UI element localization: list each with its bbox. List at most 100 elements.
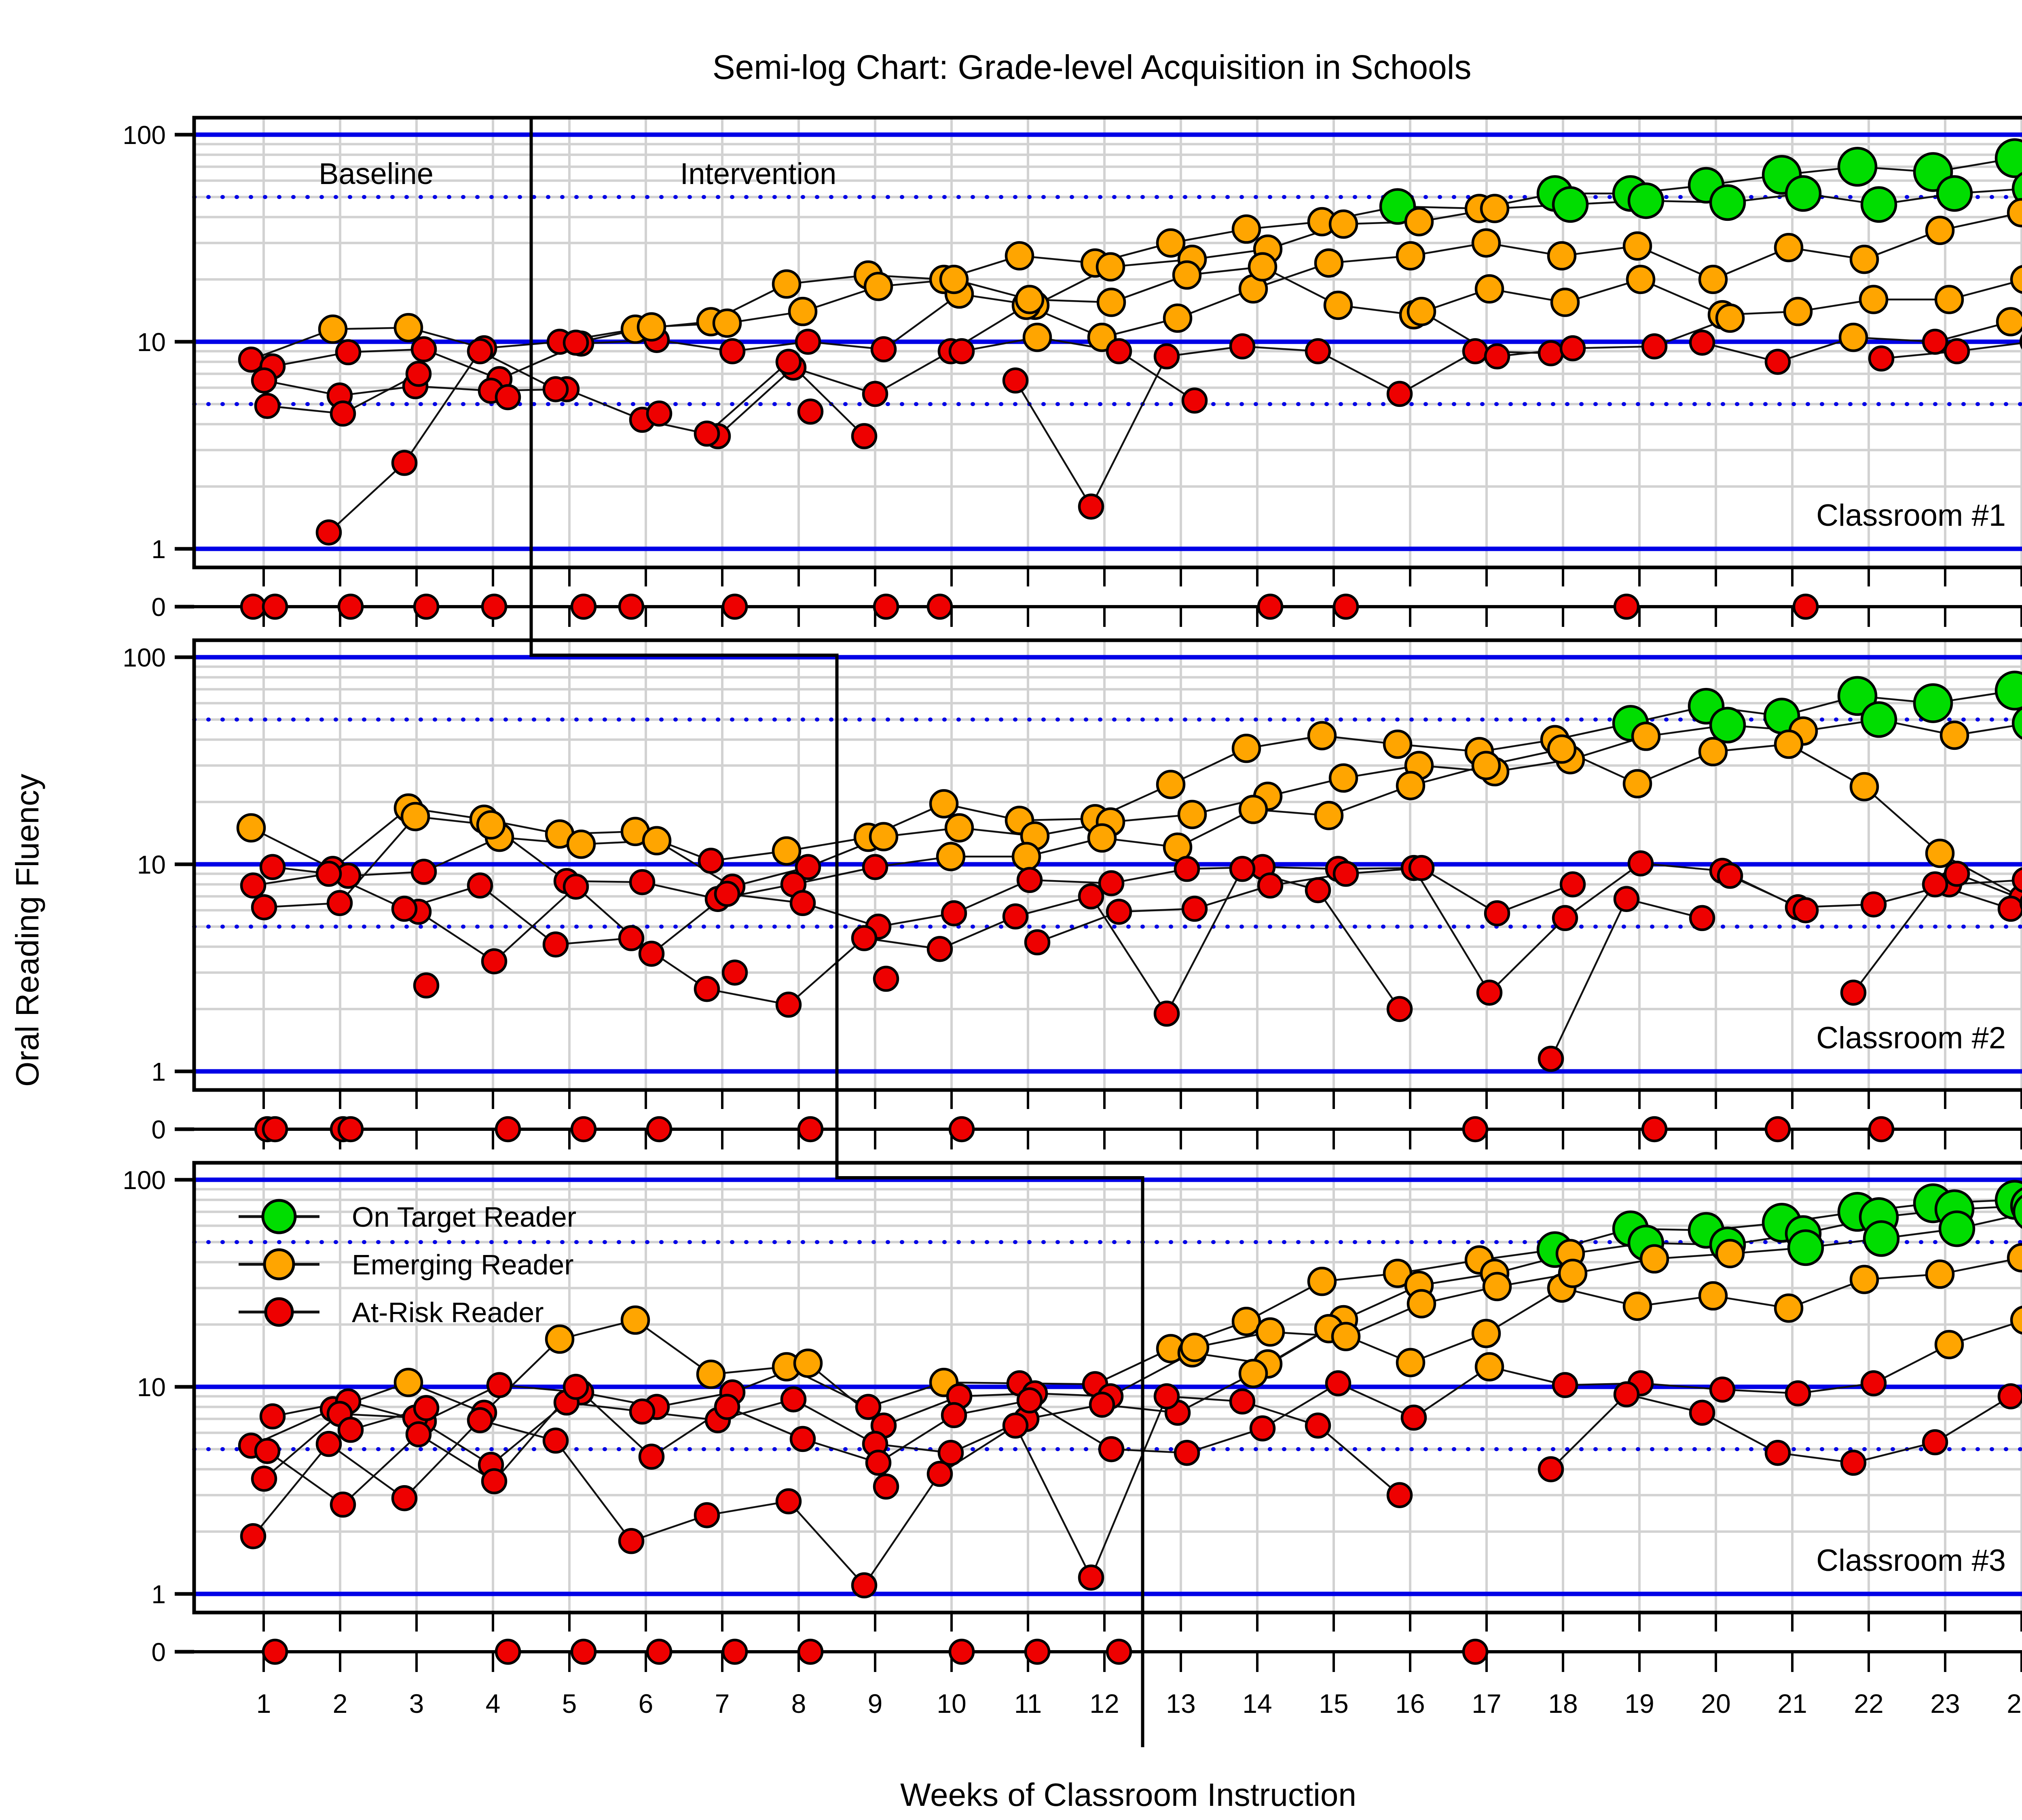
data-point [638, 940, 665, 967]
data-point [318, 314, 348, 344]
data-point [1174, 1439, 1200, 1466]
data-point [797, 1638, 824, 1665]
data-point [2011, 707, 2022, 740]
x-tick-label: 18 [1548, 1689, 1578, 1718]
data-point [775, 1488, 802, 1515]
data-point [563, 329, 589, 356]
data-point [873, 965, 899, 992]
data-point [870, 336, 897, 362]
data-point [1229, 856, 1256, 882]
panel-label-classroom-3: Classroom #3 [1816, 1543, 2006, 1578]
data-point [410, 336, 437, 362]
data-point [1024, 1638, 1051, 1665]
data-point [948, 1116, 975, 1143]
data-point [1229, 1388, 1256, 1415]
data-point [1400, 1404, 1427, 1431]
data-point [855, 1394, 882, 1420]
data-point [1307, 1267, 1337, 1296]
legend-label-emerging: Emerging Reader [352, 1249, 574, 1280]
data-point [941, 1402, 967, 1428]
phase-change-line-layer [529, 118, 1144, 1747]
data-point [1613, 1381, 1640, 1407]
data-point [795, 328, 821, 355]
data-point [772, 269, 802, 299]
data-point [851, 1572, 878, 1599]
data-point [1163, 303, 1193, 333]
data-point [254, 1438, 281, 1464]
phase-label-baseline: Baseline [319, 157, 434, 190]
data-point [1257, 593, 1284, 620]
data-point [1774, 1293, 1804, 1323]
y-tick-label: 1 [151, 535, 166, 564]
data-point [1860, 891, 1887, 918]
data-point [793, 1348, 823, 1378]
data-point [1837, 147, 1878, 187]
data-point [719, 338, 746, 364]
data-point [851, 925, 878, 951]
data-point [495, 1116, 521, 1143]
data-point [1174, 856, 1200, 882]
legend-label-on-target: On Target Reader [352, 1201, 576, 1233]
data-point [1698, 737, 1728, 766]
data-point [1328, 209, 1358, 239]
data-point [941, 900, 967, 927]
data-point [1631, 722, 1661, 751]
data-point [1996, 307, 2022, 336]
data-point [1639, 1244, 1669, 1274]
x-tick-label: 20 [1701, 1689, 1730, 1718]
data-point [775, 991, 802, 1018]
data-point [1096, 288, 1126, 317]
data-point [1995, 138, 2022, 178]
data-point [2019, 895, 2022, 911]
data-point [851, 423, 878, 449]
data-point [926, 593, 953, 620]
data-point [1997, 1383, 2022, 1409]
data-point [2011, 172, 2022, 205]
data-point [1180, 1333, 1210, 1362]
data-point [1764, 349, 1791, 375]
x-axis-label: Weeks of Classroom Instruction [900, 1777, 1356, 1813]
data-point [1715, 1239, 1745, 1268]
data-point [1849, 1265, 1879, 1294]
data-point [1396, 241, 1426, 271]
data-point [618, 1528, 645, 1554]
data-point [1936, 175, 1973, 212]
data-point [1913, 683, 1953, 723]
data-point [1792, 897, 1819, 923]
data-point [929, 789, 959, 819]
data-point [1860, 701, 1897, 738]
data-point [1106, 338, 1132, 364]
data-point [1229, 333, 1256, 360]
data-point [1153, 1383, 1180, 1409]
data-point [873, 593, 899, 620]
data-point [393, 313, 423, 343]
data-point [240, 1523, 266, 1549]
data-point [694, 1502, 720, 1528]
data-point [476, 810, 506, 840]
data-point [1087, 823, 1117, 853]
data-point [1559, 335, 1586, 362]
data-point [315, 519, 342, 546]
data-point [1386, 381, 1413, 407]
data-point [330, 400, 356, 427]
data-point [1231, 1306, 1261, 1336]
data-point [2010, 1306, 2022, 1335]
data-point [481, 593, 508, 620]
data-point [788, 296, 818, 326]
x-tick-label: 7 [715, 1689, 730, 1718]
emerging-reader-marker-icon [263, 1248, 295, 1280]
data-point [1471, 751, 1501, 780]
data-point [1383, 729, 1413, 759]
x-tick-label: 10 [937, 1689, 966, 1718]
data-point [1407, 1289, 1436, 1318]
data-point [1156, 770, 1186, 799]
data-point [797, 398, 824, 425]
data-point [721, 959, 748, 986]
x-tick-label: 16 [1395, 1689, 1425, 1718]
data-point [1627, 850, 1654, 877]
data-point [1462, 338, 1489, 364]
data-point [563, 1373, 589, 1400]
data-point [1922, 328, 1948, 355]
